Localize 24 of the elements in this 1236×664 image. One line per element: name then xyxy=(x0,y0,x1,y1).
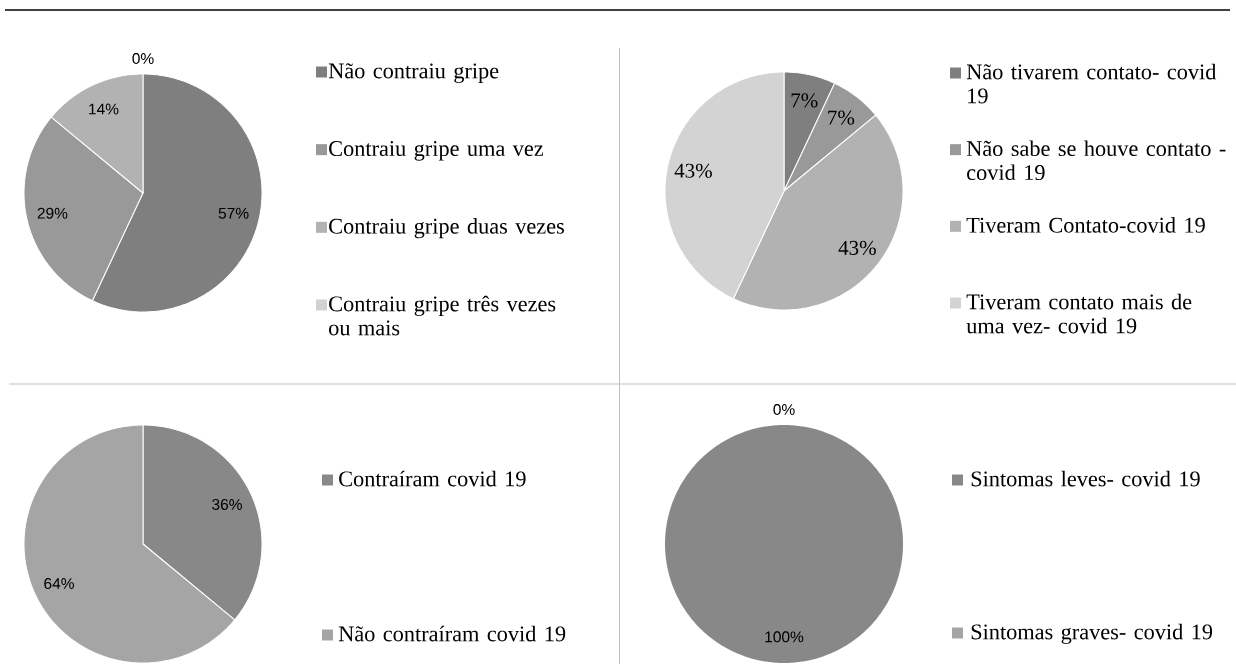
legend-label: Contraiu gripe duas vezes xyxy=(329,218,564,239)
data-label: 43% xyxy=(674,163,712,178)
data-label: 14% xyxy=(89,103,119,115)
legend-label: Não tivarem contato- covid 19 xyxy=(966,63,1217,104)
data-label: 64% xyxy=(44,578,74,590)
legend-label: Sintomas graves- covid 19 xyxy=(971,623,1213,645)
text: 0% xyxy=(132,53,154,65)
legend-label: Tiveram Contato-covid 19 xyxy=(966,217,1205,233)
data-label: 7% xyxy=(828,110,855,125)
data-label: 7% xyxy=(791,93,818,108)
text: 0% xyxy=(773,404,795,416)
legend-label: Tiveram contato mais de uma vez- covid 19 xyxy=(966,293,1192,334)
legend-label: Contraiu gripe uma vez xyxy=(329,141,544,161)
legend-label: Sintomas leves- covid 19 xyxy=(971,470,1200,487)
legend-label: Não contraíram covid 19 xyxy=(338,625,566,642)
legend-label: Não sabe se houve contato - covid 19 xyxy=(966,140,1226,181)
data-label: 57% xyxy=(218,207,249,219)
data-label: 36% xyxy=(212,498,242,510)
legend-label: Contraiu gripe três vezes ou mais xyxy=(329,295,556,336)
data-label: 43% xyxy=(838,240,876,256)
legend-label: Contraíram covid 19 xyxy=(339,470,526,487)
data-label: 100% xyxy=(765,631,804,643)
legend-label: Não contraiu gripe xyxy=(328,63,499,84)
data-label: 29% xyxy=(37,207,68,219)
